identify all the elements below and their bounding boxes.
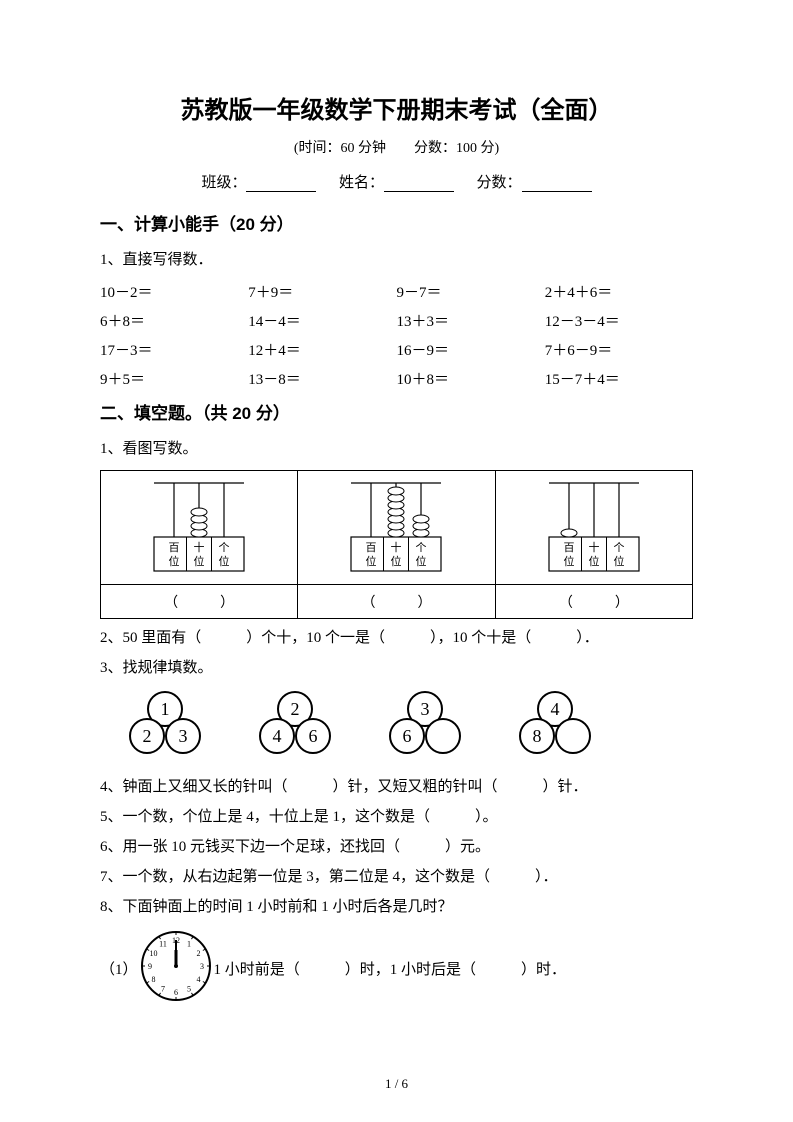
s2-q8-label: 8、下面钟面上的时间 1 小时前和 1 小时后各是几时？ bbox=[100, 892, 693, 922]
calc-item: 10＋8＝ bbox=[397, 368, 545, 389]
svg-text:11: 11 bbox=[159, 939, 167, 948]
svg-text:5: 5 bbox=[187, 985, 191, 994]
svg-text:个: 个 bbox=[613, 541, 624, 554]
svg-text:2: 2 bbox=[196, 949, 200, 958]
calc-item: 16－9＝ bbox=[397, 339, 545, 360]
name-label: 姓名： bbox=[339, 175, 384, 191]
svg-text:位: 位 bbox=[219, 554, 230, 568]
svg-text:4: 4 bbox=[196, 975, 200, 984]
calc-item: 10－2＝ bbox=[100, 281, 248, 302]
calc-item: 13－8＝ bbox=[248, 368, 396, 389]
calc-item: 12＋4＝ bbox=[248, 339, 396, 360]
clock-icon: 123456789101112 bbox=[138, 928, 214, 1009]
calc-item: 12－3－4＝ bbox=[545, 310, 693, 331]
svg-text:9: 9 bbox=[148, 962, 152, 971]
svg-text:个: 个 bbox=[416, 541, 427, 554]
svg-text:8: 8 bbox=[151, 975, 155, 984]
pattern-group: 36 bbox=[380, 689, 470, 764]
svg-text:百: 百 bbox=[169, 542, 180, 554]
svg-text:位: 位 bbox=[169, 554, 180, 568]
svg-text:6: 6 bbox=[174, 988, 178, 997]
svg-text:位: 位 bbox=[588, 554, 599, 568]
calc-item: 6＋8＝ bbox=[100, 310, 248, 331]
score-label: 分数： bbox=[477, 175, 522, 191]
svg-text:百: 百 bbox=[366, 542, 377, 554]
q8-text: 1 小时前是（ ）时，1 小时后是（ ）时． bbox=[214, 958, 567, 979]
svg-text:3: 3 bbox=[421, 699, 430, 719]
svg-text:十: 十 bbox=[588, 540, 599, 554]
page-number: 1 / 6 bbox=[0, 1076, 793, 1092]
pattern-group: 24 6 bbox=[250, 689, 340, 764]
pattern-group: 48 bbox=[510, 689, 600, 764]
svg-text:位: 位 bbox=[194, 554, 205, 568]
s2-q1-label: 1、看图写数。 bbox=[100, 434, 693, 464]
svg-text:3: 3 bbox=[200, 962, 204, 971]
svg-text:位: 位 bbox=[613, 554, 624, 568]
svg-text:位: 位 bbox=[416, 554, 427, 568]
svg-text:百: 百 bbox=[563, 542, 574, 554]
pattern-row: 1232463648 bbox=[120, 689, 693, 764]
page-title: 苏教版一年级数学下册期末考试（全面） bbox=[100, 90, 693, 125]
name-blank[interactable] bbox=[384, 178, 454, 192]
pattern-group: 12 3 bbox=[120, 689, 210, 764]
abacus-answer-cell[interactable]: （ ） bbox=[495, 585, 692, 619]
q8-item-label: （1） bbox=[100, 958, 138, 979]
calc-item: 13＋3＝ bbox=[397, 310, 545, 331]
svg-text:3: 3 bbox=[179, 726, 188, 746]
svg-text:位: 位 bbox=[366, 554, 377, 568]
abacus-answer-cell[interactable]: （ ） bbox=[101, 585, 298, 619]
s2-q5: 5、一个数，个位上是 4，十位上是 1，这个数是（ ）。 bbox=[100, 802, 693, 832]
svg-text:1: 1 bbox=[187, 939, 191, 948]
svg-text:1: 1 bbox=[161, 699, 170, 719]
s2-q6: 6、用一张 10 元钱买下边一个足球，还找回（ ）元。 bbox=[100, 832, 693, 862]
calc-item: 14－4＝ bbox=[248, 310, 396, 331]
svg-text:6: 6 bbox=[403, 726, 412, 746]
svg-text:4: 4 bbox=[551, 699, 560, 719]
abacus-answer-cell[interactable]: （ ） bbox=[298, 585, 495, 619]
class-label: 班级： bbox=[201, 175, 246, 191]
calc-item: 2＋4＋6＝ bbox=[545, 281, 693, 302]
svg-text:6: 6 bbox=[309, 726, 318, 746]
svg-text:2: 2 bbox=[291, 699, 300, 719]
s1-q1-label: 1、直接写得数． bbox=[100, 245, 693, 275]
svg-text:十: 十 bbox=[194, 540, 205, 554]
calc-item: 9－7＝ bbox=[397, 281, 545, 302]
class-blank[interactable] bbox=[246, 178, 316, 192]
s2-q4: 4、钟面上又细又长的针叫（ ）针，又短又粗的针叫（ ）针． bbox=[100, 772, 693, 802]
student-info-line: 班级： 姓名： 分数： bbox=[100, 171, 693, 192]
svg-text:2: 2 bbox=[143, 726, 152, 746]
section1-header: 一、计算小能手（20 分） bbox=[100, 210, 693, 235]
subtitle: (时间：60 分钟 分数：100 分) bbox=[100, 137, 693, 157]
abacus-cell: 百位十位个位 bbox=[101, 471, 298, 585]
calc-item: 9＋5＝ bbox=[100, 368, 248, 389]
section2-header: 二、填空题。（共 20 分） bbox=[100, 399, 693, 424]
abacus-cell: 百位十位个位 bbox=[298, 471, 495, 585]
abacus-cell: 百位十位个位 bbox=[495, 471, 692, 585]
score-blank[interactable] bbox=[522, 178, 592, 192]
calc-item: 7＋6－9＝ bbox=[545, 339, 693, 360]
abacus-table: 百位十位个位百位十位个位百位十位个位 （ ）（ ）（ ） bbox=[100, 470, 693, 619]
s2-q7: 7、一个数，从右边起第一位是 3，第二位是 4，这个数是（ ）． bbox=[100, 862, 693, 892]
svg-text:十: 十 bbox=[391, 540, 402, 554]
calc-item: 17－3＝ bbox=[100, 339, 248, 360]
s2-q2: 2、50 里面有（ ）个十，10 个一是（ ），10 个十是（ ）． bbox=[100, 623, 693, 653]
calc-item: 15－7＋4＝ bbox=[545, 368, 693, 389]
svg-text:位: 位 bbox=[391, 554, 402, 568]
calc-grid: 10－2＝7＋9＝9－7＝2＋4＋6＝ 6＋8＝14－4＝13＋3＝12－3－4＝… bbox=[100, 281, 693, 389]
svg-text:个: 个 bbox=[219, 541, 230, 554]
svg-text:7: 7 bbox=[161, 985, 165, 994]
clock-question-row: （1） 123456789101112 1 小时前是（ ）时，1 小时后是（ ）… bbox=[100, 928, 693, 1009]
s2-q3-label: 3、找规律填数。 bbox=[100, 653, 693, 683]
svg-text:10: 10 bbox=[149, 949, 157, 958]
svg-text:4: 4 bbox=[273, 726, 282, 746]
calc-item: 7＋9＝ bbox=[248, 281, 396, 302]
svg-text:8: 8 bbox=[533, 726, 542, 746]
svg-text:位: 位 bbox=[563, 554, 574, 568]
